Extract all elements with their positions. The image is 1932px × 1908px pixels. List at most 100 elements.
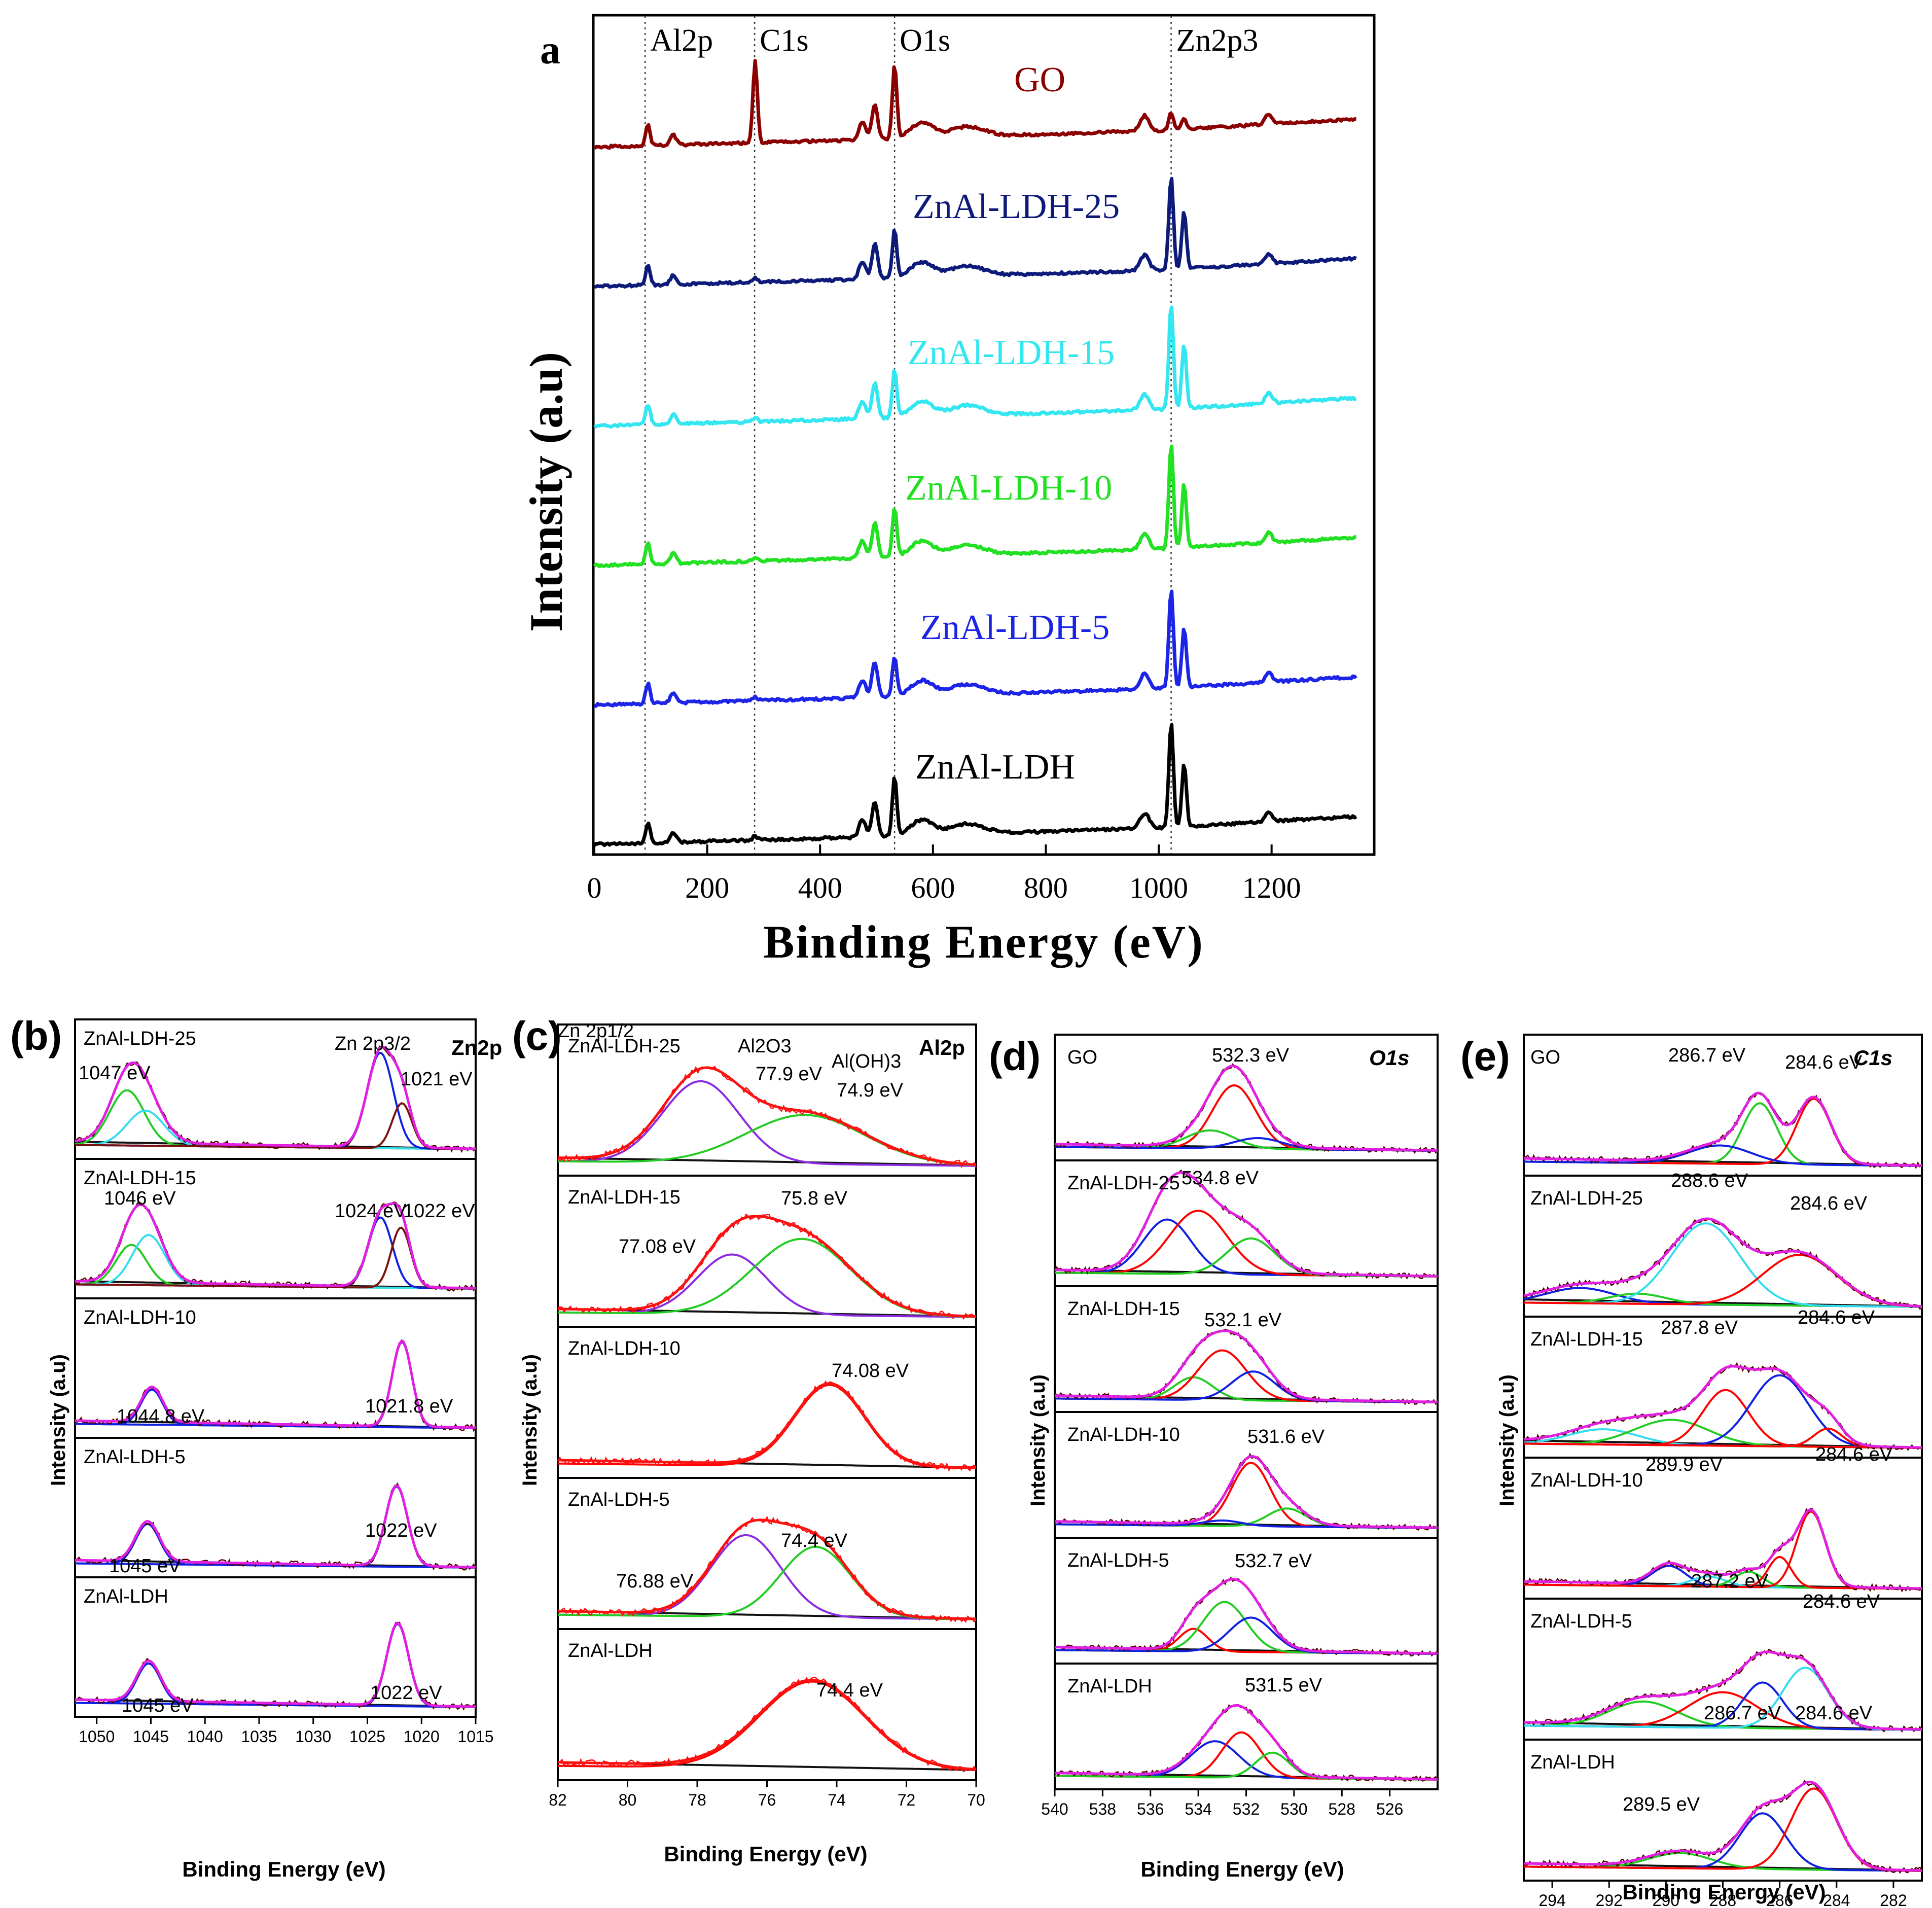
peak-annotation: 284.6 eV <box>1815 1444 1893 1465</box>
peak-annotation: 1046 eV <box>104 1188 176 1209</box>
envelope-line <box>1054 1577 1438 1655</box>
subplot-znal-ldh: ZnAl-LDH 1045 eV 1022 eV <box>74 1576 477 1718</box>
x-tick-label: 290 <box>1653 1891 1679 1908</box>
x-tick-label: 76 <box>758 1791 776 1809</box>
peak-annotation: 289.9 eV <box>1645 1454 1723 1475</box>
fit-component-3 <box>1524 1144 1922 1167</box>
x-tick-label: 74 <box>828 1791 846 1809</box>
peak-annotation: 284.6 eV <box>1790 1193 1868 1214</box>
envelope-line <box>558 1066 977 1166</box>
peak-annotation: 77.08 eV <box>619 1236 696 1257</box>
envelope-line <box>1524 1650 1922 1731</box>
panel-e-c1s: (e) C1s GO 286.7 eV 284.6 eV ZnAl-LDH-25 288… <box>1460 1034 1923 1908</box>
peak-annotation: 531.6 eV <box>1247 1426 1325 1447</box>
panel-d-ylabel: Intensity (a.u) <box>1027 1374 1049 1506</box>
peak-annotation: 1047 eV <box>79 1063 151 1084</box>
series-line-go <box>593 59 1356 150</box>
subplot-znal-ldh-25: ZnAl-LDH-25 Al2O3 77.9 eV Al(OH)3 74.9 eV <box>557 1023 977 1177</box>
x-tick-label: 400 <box>798 871 842 904</box>
panel-c-ylabel: Intensity (a.u) <box>519 1354 541 1486</box>
x-tick-label: 72 <box>898 1791 916 1809</box>
panel-a-survey: a Al2p C1s O1s Zn2p3 GO ZnAl-LDH-25 ZnAl-LDH-… <box>520 14 1376 968</box>
panel-a-x-ticks: 0 200 400 600 800 1000 1200 <box>587 844 1301 904</box>
x-tick-label: 78 <box>688 1791 706 1809</box>
envelope-line <box>1523 1365 1922 1449</box>
panel-e-body: GO 286.7 eV 284.6 eV ZnAl-LDH-25 288.6 eV 284… <box>1523 1034 1923 1908</box>
subplot-name: ZnAl-LDH-5 <box>1530 1611 1632 1632</box>
envelope-line <box>557 1382 977 1469</box>
peak-annotation: 287.8 eV <box>1661 1317 1738 1338</box>
series-line-znal-ldh <box>593 723 1357 847</box>
subplot-name: ZnAl-LDH-25 <box>1067 1173 1180 1194</box>
peak-annotation: 1045 eV <box>122 1695 194 1716</box>
panel-b-element-label: Zn2p <box>451 1036 502 1059</box>
panel-d-element-label: O1s <box>1369 1046 1409 1070</box>
subplot-znal-ldh-5: ZnAl-LDH-5 532.7 eV <box>1054 1537 1439 1665</box>
peak-annotation: 532.1 eV <box>1204 1310 1282 1331</box>
envelope-line <box>75 1202 476 1290</box>
panel-e-x-ticks: 294 292 290 288 286 284 282 <box>1539 1881 1907 1908</box>
x-tick-label: 288 <box>1709 1891 1736 1908</box>
x-tick-label: 1050 <box>79 1727 115 1746</box>
panel-d-label: (d) <box>989 1034 1041 1079</box>
panel-e-element-label: C1s <box>1853 1046 1892 1070</box>
subplot-name: GO <box>1067 1047 1097 1068</box>
peak-annotation: 1044.8 eV <box>117 1406 205 1427</box>
panel-d-xlabel: Binding Energy (eV) <box>1140 1857 1344 1881</box>
peak-annotation: 1021.8 eV <box>365 1396 453 1417</box>
envelope-line <box>75 1339 476 1429</box>
x-tick-label: 1000 <box>1129 871 1188 904</box>
panel-b-x-ticks: 1050 1045 1040 1035 1030 1025 1020 1015 <box>79 1717 494 1746</box>
peak-annotation: 77.9 eV <box>756 1064 822 1085</box>
peak-annotation: 284.6 eV <box>1785 1052 1863 1073</box>
x-tick-label: 284 <box>1823 1891 1850 1908</box>
subplot-name: ZnAl-LDH-25 <box>84 1028 196 1049</box>
x-tick-label: 80 <box>619 1791 637 1809</box>
peak-annotation: 74.9 eV <box>837 1080 904 1101</box>
subplot-name: ZnAl-LDH-10 <box>1530 1470 1643 1491</box>
subplot-name: ZnAl-LDH-25 <box>568 1036 681 1057</box>
x-tick-label: 1200 <box>1242 871 1301 904</box>
x-tick-label: 200 <box>685 871 729 904</box>
peak-annotation: Al(OH)3 <box>832 1051 901 1072</box>
x-tick-label: 1020 <box>404 1727 440 1746</box>
peak-annotation: 74.08 eV <box>832 1360 909 1382</box>
panel-e-xlabel: Binding Energy (eV) <box>1622 1880 1826 1904</box>
peak-annotation: 534.8 eV <box>1182 1168 1259 1189</box>
envelope-line <box>1054 1704 1438 1781</box>
series-label-znal-ldh-25: ZnAl-LDH-25 <box>913 187 1120 226</box>
peak-annotation: 74.4 eV <box>781 1530 848 1551</box>
subplot-znal-ldh: ZnAl-LDH 74.4 eV <box>557 1628 977 1781</box>
x-tick-label: 1035 <box>241 1727 277 1746</box>
subplot-znal-ldh-10: ZnAl-LDH-10 74.08 eV <box>557 1326 977 1479</box>
panel-a-xlabel: Binding Energy (eV) <box>763 916 1204 968</box>
subplot-name: ZnAl-LDH-5 <box>568 1489 670 1510</box>
panel-e-ylabel: Intensity (a.u) <box>1496 1374 1518 1506</box>
x-tick-label: 536 <box>1137 1800 1164 1818</box>
peak-annotation: 287.2 eV <box>1691 1571 1769 1592</box>
series-label-znal-ldh-5: ZnAl-LDH-5 <box>920 608 1110 647</box>
peak-annotation: 76.88 eV <box>616 1571 694 1592</box>
subplot-name: ZnAl-LDH <box>568 1640 653 1662</box>
x-tick-label: 534 <box>1185 1800 1211 1818</box>
subplot-znal-ldh-10: ZnAl-LDH-10 531.6 eV <box>1054 1411 1439 1539</box>
x-tick-label: 538 <box>1089 1800 1116 1818</box>
envelope-line <box>557 1215 977 1318</box>
subplot-znal-ldh: ZnAl-LDH 531.5 eV <box>1054 1663 1439 1790</box>
peak-annotation: 1045 eV <box>109 1556 181 1577</box>
x-tick-label: 1045 <box>133 1727 169 1746</box>
fit-component-1 <box>557 1080 976 1167</box>
subplot-name: GO <box>1530 1047 1560 1068</box>
subplot-name: ZnAl-LDH <box>1067 1676 1152 1697</box>
series-label-znal-ldh-15: ZnAl-LDH-15 <box>908 333 1115 372</box>
envelope-line <box>1054 1171 1438 1278</box>
panel-b-ylabel: Intensity (a.u) <box>47 1354 69 1486</box>
series-line-znal-ldh-15 <box>593 305 1357 429</box>
subplot-znal-ldh-25: ZnAl-LDH-25 534.8 eV <box>1054 1159 1439 1287</box>
panel-c-al2p: (c) Al2p ZnAl-LDH-25 Al2O3 77.9 eV Al(OH)3 7… <box>512 1013 985 1866</box>
